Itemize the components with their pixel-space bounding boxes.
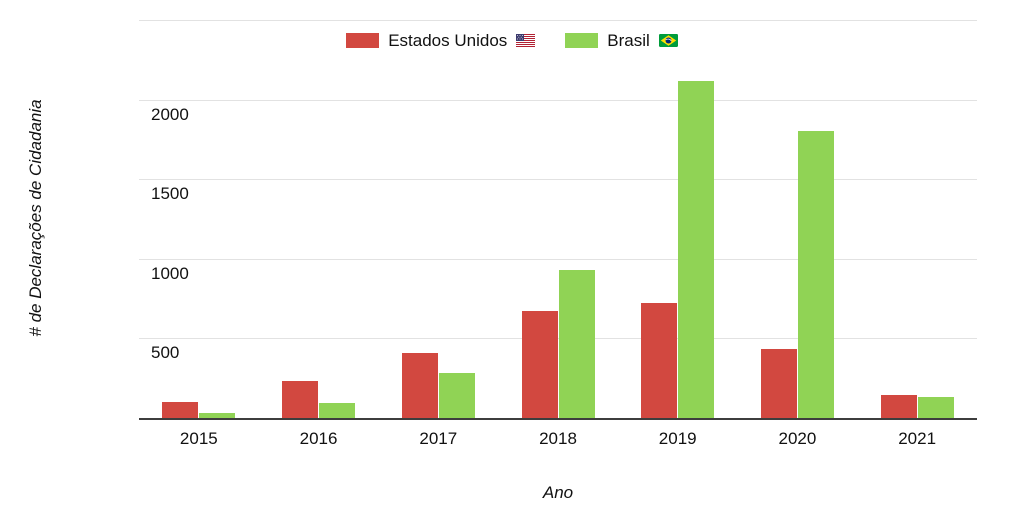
y-axis-title: # de Declarações de Cidadania <box>26 99 45 337</box>
bar-estados-unidos-2019[interactable] <box>641 302 678 418</box>
brazil-flag-icon <box>658 34 678 47</box>
legend-label-estados-unidos: Estados Unidos <box>388 30 508 50</box>
bar-estados-unidos-2020[interactable] <box>760 348 797 418</box>
bar-estados-unidos-2016[interactable] <box>282 380 319 418</box>
bar-brasil-2017[interactable] <box>438 373 475 418</box>
x-tick-label: 2016 <box>299 429 338 448</box>
y-tick-label: 500 <box>151 343 180 363</box>
legend-swatch-estados-unidos <box>346 33 380 48</box>
x-axis-title: Ano <box>542 483 574 502</box>
chart-legend: Estados Unidos <box>0 27 1024 54</box>
x-tick-label: 2017 <box>419 429 458 448</box>
bar-brasil-2021[interactable] <box>917 397 954 418</box>
y-tick-label: 1500 <box>151 184 189 204</box>
plot-area: 500 1000 1500 2000 2015 2016 2017 2018 2019 2020 2… <box>139 20 977 447</box>
legend-swatch-brasil <box>565 33 599 48</box>
bar-estados-unidos-2017[interactable] <box>401 352 438 418</box>
gridline <box>139 338 977 340</box>
legend-item-estados-unidos[interactable]: Estados Unidos <box>346 30 536 51</box>
x-tick-label: 2015 <box>179 429 218 448</box>
bar-brasil-2016[interactable] <box>319 402 356 418</box>
x-tick-label: 2021 <box>898 429 937 448</box>
gridline <box>139 20 977 21</box>
us-flag-icon <box>516 34 536 47</box>
gridline <box>139 258 977 260</box>
bar-estados-unidos-2018[interactable] <box>521 311 558 418</box>
x-tick-label: 2019 <box>658 429 697 448</box>
bar-estados-unidos-2021[interactable] <box>880 394 917 418</box>
bar-brasil-2019[interactable] <box>678 80 715 418</box>
gridline <box>139 99 977 101</box>
bar-estados-unidos-2015[interactable] <box>162 402 199 418</box>
legend-item-brasil[interactable]: Brasil <box>565 31 678 51</box>
gridline <box>139 179 977 181</box>
y-tick-label: 1000 <box>151 263 189 283</box>
bar-brasil-2018[interactable] <box>558 269 595 418</box>
x-tick-label: 2020 <box>778 429 817 448</box>
y-tick-label: 2000 <box>151 104 189 124</box>
bar-brasil-2020[interactable] <box>797 130 834 418</box>
legend-label-brasil: Brasil <box>607 30 650 50</box>
x-tick-label: 2018 <box>539 429 577 448</box>
bar-brasil-2015[interactable] <box>199 413 236 418</box>
